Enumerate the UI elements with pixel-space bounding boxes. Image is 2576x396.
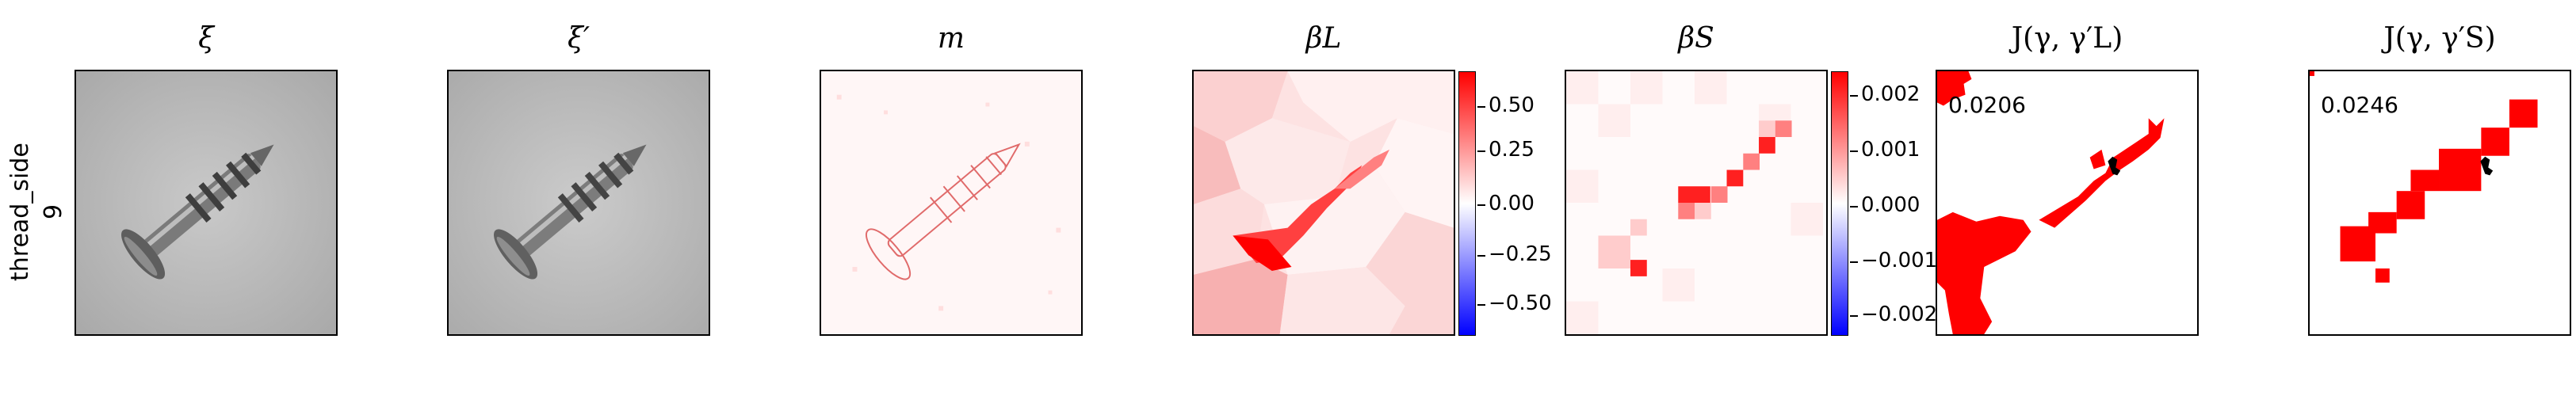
title-xi-prime: ξ′ — [567, 22, 590, 55]
cbar-L-tick-1: 0.50 — [1477, 93, 1535, 117]
J-L-score: 0.0206 — [1948, 92, 2026, 118]
cbar-L-tick-3: 0.00 — [1477, 192, 1535, 215]
panel-beta-S-heatmap — [1565, 70, 1828, 336]
panel-J-L-overlap — [1936, 70, 2199, 336]
cbar-S-tick-3: 0.000 — [1849, 193, 1921, 217]
screw-image-reconstruction — [449, 71, 709, 334]
title-m: m — [937, 22, 965, 55]
panel-beta-L-heatmap — [1192, 70, 1455, 336]
panel-m-mask — [820, 70, 1083, 336]
J-L-overlap-map — [1937, 71, 2197, 334]
cbar-S-tick-1: 0.002 — [1849, 82, 1921, 106]
title-beta-L: βL — [1305, 22, 1342, 55]
beta-S-grid — [1566, 71, 1826, 334]
colorbar-beta-S — [1831, 71, 1848, 336]
panel-xi-image — [75, 70, 338, 336]
cbar-S-tick-5: −0.002 — [1849, 303, 1938, 326]
colorbar-beta-L — [1458, 71, 1476, 336]
row-label: thread_side 9 — [6, 143, 70, 352]
screw-image — [76, 71, 336, 334]
beta-L-superpixels — [1194, 71, 1454, 334]
cbar-L-tick-5: −0.50 — [1477, 291, 1552, 315]
J-S-score: 0.0246 — [2321, 92, 2398, 118]
panel-J-S-overlap — [2308, 70, 2571, 336]
row-label-index: 9 — [40, 204, 67, 219]
title-J-L: J(γ, γ′L) — [2011, 22, 2123, 55]
J-S-overlap-map — [2310, 71, 2570, 334]
row-label-name: thread_side — [6, 143, 34, 281]
cbar-S-tick-2: 0.001 — [1849, 138, 1921, 162]
cbar-L-tick-4: −0.25 — [1477, 242, 1552, 266]
title-xi: ξ — [198, 22, 214, 55]
panel-xi-prime-image — [447, 70, 710, 336]
mask-map — [821, 71, 1081, 334]
title-J-S: J(γ, γ′S) — [2383, 22, 2496, 55]
cbar-L-tick-2: 0.25 — [1477, 138, 1535, 162]
cbar-S-tick-4: −0.001 — [1849, 249, 1938, 272]
title-beta-S: βS — [1678, 22, 1714, 55]
